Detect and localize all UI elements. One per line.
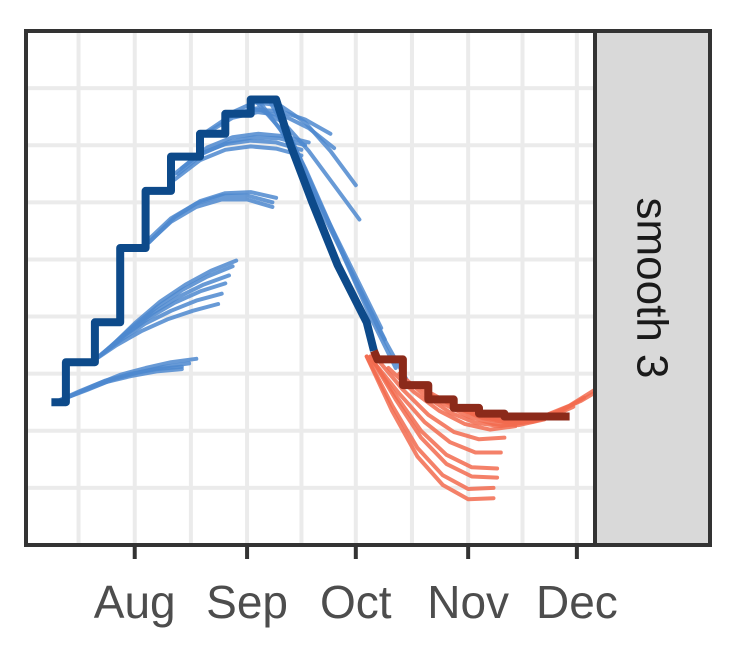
projection-line-fall [364,354,496,491]
projection-line-rise [147,190,279,245]
observed-line-fall [370,349,570,421]
x-tick-label: Aug [94,576,176,628]
x-tick-label: Oct [320,576,392,628]
x-tick-label: Sep [206,576,288,628]
facet-strip [593,29,712,547]
x-axis: Aug Sep Oct Nov Dec [94,545,618,628]
projection-line-fall [375,357,507,442]
projection-line-rise [67,356,199,399]
projection-line-rise [277,114,409,382]
projection-line-fall [364,354,496,502]
projection-line-fall [368,354,500,471]
facet-strip-label: smooth 3 [628,198,677,379]
projection-line-fall [371,360,503,455]
observed-series [51,95,570,421]
x-tick-label: Nov [427,576,509,628]
x-tick-label: Dec [536,576,618,628]
projection-line-rise [107,258,239,350]
observed-line-rise [51,95,378,407]
projection-line-rise [172,144,304,182]
